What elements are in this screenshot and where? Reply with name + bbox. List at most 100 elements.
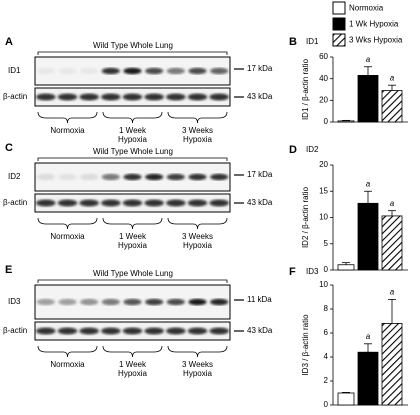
panel-label: C: [5, 142, 13, 154]
kda-label: 17 kDa: [247, 170, 273, 179]
band: [145, 298, 164, 306]
group-label: Normoxia: [50, 232, 85, 241]
brace: [37, 111, 98, 124]
group-label: 3 Weeks: [182, 232, 213, 241]
y-tick-label: 15: [319, 186, 328, 195]
group-label: Normoxia: [50, 126, 85, 135]
y-tick-label: 0: [324, 117, 329, 126]
band: [166, 199, 186, 207]
error-bar: [364, 190, 372, 204]
protein-label: ID1: [8, 66, 21, 75]
control-label: β-actin: [3, 198, 27, 207]
band: [144, 93, 164, 101]
group-label: Normoxia: [50, 360, 85, 369]
brace: [102, 345, 163, 358]
bar: [381, 322, 403, 406]
error-bar: [388, 210, 396, 216]
band: [79, 93, 99, 101]
y-tick-label: 4: [324, 352, 329, 361]
bar: [337, 120, 355, 123]
panel-label: D: [289, 144, 297, 156]
band: [122, 327, 143, 335]
band: [58, 298, 77, 306]
band: [188, 173, 207, 181]
band: [80, 67, 99, 75]
band: [58, 173, 77, 181]
y-tick-label: 0: [324, 400, 329, 409]
annotation: a: [366, 55, 371, 64]
band: [166, 298, 185, 306]
brace: [167, 345, 228, 358]
bar: [357, 351, 379, 406]
band: [166, 327, 186, 335]
group-label: Hypoxia: [183, 135, 212, 144]
band: [122, 199, 143, 207]
band: [187, 93, 208, 101]
panel-label: A: [5, 36, 13, 48]
brace: [167, 111, 228, 124]
y-axis-label: ID2 / β-actin ratio: [301, 186, 310, 248]
band: [123, 298, 142, 306]
band: [209, 93, 229, 101]
y-tick-label: 40: [319, 74, 328, 83]
band: [36, 327, 56, 335]
band: [101, 199, 121, 207]
error-bar: [364, 66, 372, 76]
band: [188, 298, 207, 306]
brace: [37, 345, 98, 358]
bar: [381, 215, 403, 271]
group-label: Hypoxia: [118, 241, 147, 250]
band: [80, 298, 99, 306]
bar: [357, 75, 379, 123]
band: [188, 67, 207, 75]
band: [80, 173, 99, 181]
band: [210, 173, 229, 181]
legend-label: 3 Wks Hypoxia: [349, 36, 403, 45]
group-label: 1 Week: [119, 126, 147, 135]
band: [58, 67, 77, 75]
chart-title: ID1: [306, 37, 319, 46]
band: [36, 173, 55, 181]
brace: [167, 217, 228, 230]
y-tick-label: 20: [319, 95, 328, 104]
band: [209, 199, 229, 207]
band: [166, 93, 186, 101]
band: [123, 173, 142, 181]
band: [166, 173, 185, 181]
panel-label: B: [289, 36, 297, 48]
band: [36, 199, 56, 207]
band: [101, 327, 121, 335]
group-label: 1 Week: [119, 360, 147, 369]
kda-label: 11 kDa: [247, 295, 272, 304]
blot-title: Wild Type Whole Lung: [93, 41, 173, 50]
error-bar: [342, 262, 350, 265]
band: [145, 173, 164, 181]
annotation: a: [366, 332, 371, 341]
legend-swatch: [332, 33, 346, 47]
y-tick-label: 60: [319, 52, 328, 61]
band: [145, 67, 164, 75]
kda-label: 43 kDa: [247, 198, 273, 207]
control-label: β-actin: [3, 326, 27, 335]
group-label: 3 Weeks: [182, 360, 213, 369]
title-bracket: [37, 51, 228, 55]
legend-label: Normoxia: [349, 4, 384, 13]
band: [101, 67, 120, 75]
annotation: a: [390, 199, 395, 208]
error-bar: [342, 391, 350, 393]
band: [36, 298, 55, 306]
group-label: Hypoxia: [118, 369, 147, 378]
band: [36, 67, 55, 75]
legend-swatch: [332, 1, 346, 15]
band: [187, 199, 208, 207]
band: [144, 199, 164, 207]
band: [210, 298, 229, 306]
blot-title: Wild Type Whole Lung: [93, 269, 173, 278]
y-axis-label: ID1 / β-actin ratio: [301, 58, 310, 120]
panel-label: F: [289, 266, 296, 278]
kda-label: 17 kDa: [247, 64, 273, 73]
band: [79, 199, 99, 207]
group-label: 3 Weeks: [182, 126, 213, 135]
kda-label: 43 kDa: [247, 326, 273, 335]
